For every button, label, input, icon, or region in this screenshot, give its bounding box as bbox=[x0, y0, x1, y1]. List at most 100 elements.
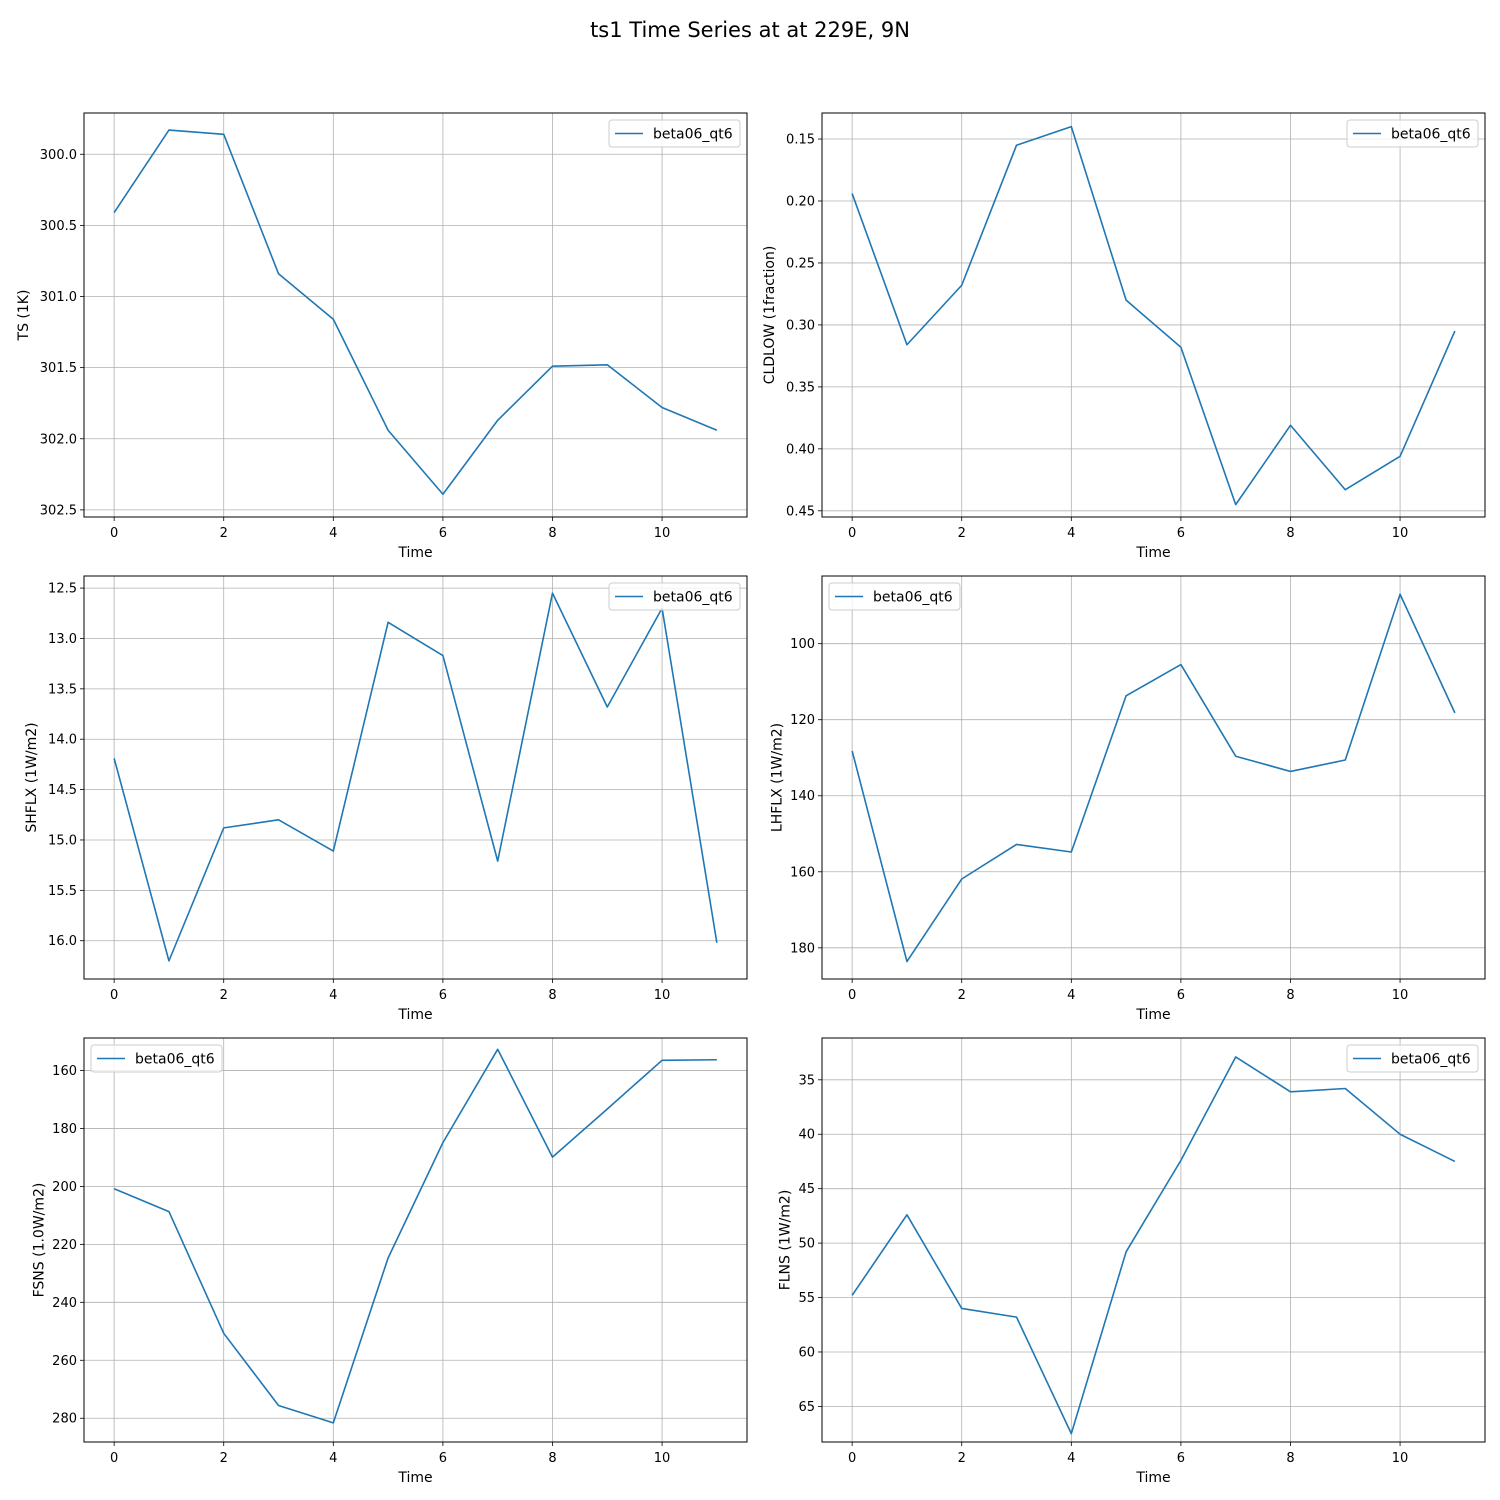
legend-box bbox=[608, 119, 741, 148]
x-tick-label: 8 bbox=[1286, 526, 1294, 541]
y-tick-label: 280 bbox=[52, 1412, 77, 1427]
series-line-flns bbox=[851, 1056, 1456, 1435]
legend-label: beta06_qt6 bbox=[135, 1052, 215, 1068]
series-line-ts bbox=[113, 129, 718, 496]
axes-frame-lhflx bbox=[821, 575, 1486, 980]
x-tick-label: 2 bbox=[220, 1451, 228, 1466]
y-tick-label: 0.40 bbox=[786, 442, 815, 457]
y-axis-label: FSNS (1.0W/m2) bbox=[32, 1183, 48, 1298]
x-tick-label: 0 bbox=[110, 526, 118, 541]
x-axis-label: Time bbox=[1135, 1007, 1170, 1023]
y-axis-label: SHFLX (1W/m2) bbox=[24, 722, 40, 832]
x-tick-label: 10 bbox=[1392, 526, 1409, 541]
series-line-cldlow bbox=[851, 125, 1456, 506]
x-tick-label: 0 bbox=[848, 988, 856, 1003]
legend-ts: beta06_qt6 bbox=[608, 119, 741, 148]
y-tick-label: 180 bbox=[52, 1122, 77, 1137]
x-tick-label: 10 bbox=[1392, 988, 1409, 1003]
x-tick-label: 2 bbox=[958, 526, 966, 541]
y-tick-label: 160 bbox=[790, 865, 815, 880]
subplot-shflx: 0 2 4 6 8 10 12.5 13.0 13.5 14.0 14.5 15.0 15.5 16.0 T… bbox=[24, 575, 748, 1023]
legend-box bbox=[828, 582, 961, 611]
subplot-cldlow: 0 2 4 6 8 10 0.15 0.20 0.25 0.30 0.35 0.40 0.45 Time C… bbox=[762, 112, 1486, 561]
y-tick-label: 15.0 bbox=[48, 833, 77, 848]
y-axis-label: CLDLOW (1fraction) bbox=[762, 246, 778, 385]
legend-lhflx: beta06_qt6 bbox=[828, 582, 961, 611]
y-tick-label: 55 bbox=[798, 1291, 815, 1306]
series-line-lhflx bbox=[851, 593, 1456, 963]
y-tick-label: 13.5 bbox=[48, 682, 77, 697]
x-tick-label: 8 bbox=[548, 1451, 556, 1466]
y-tick-label: 120 bbox=[790, 713, 815, 728]
y-tick-label: 100 bbox=[790, 637, 815, 652]
x-axis-label: Time bbox=[1135, 545, 1170, 561]
y-tick-label: 12.5 bbox=[48, 582, 77, 597]
x-tick-label: 8 bbox=[1286, 988, 1294, 1003]
subplot-ts: 0 2 4 6 8 10 300.0 300.5 301.0 301.5 302.0 302.5 Tim… bbox=[16, 112, 748, 561]
axes-frame-ts bbox=[83, 112, 748, 518]
y-tick-label: 0.20 bbox=[786, 194, 815, 209]
legend-label: beta06_qt6 bbox=[873, 590, 953, 606]
y-tick-label: 0.30 bbox=[786, 318, 815, 333]
y-tick-label: 65 bbox=[798, 1400, 815, 1415]
legend-label: beta06_qt6 bbox=[653, 590, 733, 606]
y-tick-label: 240 bbox=[52, 1296, 77, 1311]
y-tick-label: 200 bbox=[52, 1180, 77, 1195]
y-axis-label: FLNS (1W/m2) bbox=[777, 1190, 793, 1291]
y-tick-label: 140 bbox=[790, 789, 815, 804]
series-line-shflx bbox=[113, 592, 718, 962]
legend-cldlow: beta06_qt6 bbox=[1346, 119, 1479, 148]
x-axis-label: Time bbox=[397, 545, 432, 561]
axes-frame-cldlow bbox=[821, 112, 1486, 518]
x-tick-label: 6 bbox=[439, 988, 447, 1003]
x-tick-label: 8 bbox=[548, 526, 556, 541]
subplot-flns: 0 2 4 6 8 10 35 40 45 50 55 60 65 Time FLNS (1W/m2) bet… bbox=[777, 1037, 1486, 1486]
y-tick-label: 15.5 bbox=[48, 884, 77, 899]
x-axis-label: Time bbox=[1135, 1470, 1170, 1486]
x-tick-label: 0 bbox=[110, 1451, 118, 1466]
x-tick-label: 4 bbox=[1067, 988, 1075, 1003]
y-tick-label: 260 bbox=[52, 1354, 77, 1369]
x-tick-label: 2 bbox=[220, 526, 228, 541]
y-tick-label: 300.0 bbox=[40, 148, 77, 163]
x-axis-label: Time bbox=[397, 1007, 432, 1023]
x-tick-label: 4 bbox=[1067, 1451, 1075, 1466]
x-tick-label: 4 bbox=[329, 988, 337, 1003]
subplot-fsns: 0 2 4 6 8 10 160 180 200 220 240 260 280 Time FSNS (1.… bbox=[32, 1037, 748, 1486]
y-tick-label: 0.45 bbox=[786, 504, 815, 519]
x-tick-label: 0 bbox=[110, 988, 118, 1003]
y-tick-label: 220 bbox=[52, 1238, 77, 1253]
x-tick-label: 0 bbox=[848, 526, 856, 541]
x-tick-label: 6 bbox=[1177, 988, 1185, 1003]
y-tick-label: 301.0 bbox=[40, 290, 77, 305]
y-tick-label: 302.5 bbox=[40, 503, 77, 518]
legend-label: beta06_qt6 bbox=[653, 127, 733, 143]
y-tick-label: 40 bbox=[798, 1128, 815, 1143]
x-tick-label: 4 bbox=[329, 526, 337, 541]
x-tick-label: 2 bbox=[958, 1451, 966, 1466]
subplot-lhflx: 0 2 4 6 8 10 100 120 140 160 180 Time LHFLX (1W/m2) b… bbox=[770, 575, 1486, 1023]
x-tick-label: 2 bbox=[220, 988, 228, 1003]
y-tick-label: 0.35 bbox=[786, 380, 815, 395]
y-tick-label: 300.5 bbox=[40, 219, 77, 234]
x-tick-label: 8 bbox=[1286, 1451, 1294, 1466]
x-tick-label: 10 bbox=[1392, 1451, 1409, 1466]
legend-flns: beta06_qt6 bbox=[1346, 1044, 1479, 1073]
y-axis-label: LHFLX (1W/m2) bbox=[770, 723, 786, 832]
legend-fsns: beta06_qt6 bbox=[90, 1044, 223, 1073]
y-tick-label: 14.0 bbox=[48, 733, 77, 748]
y-axis-label: TS (1K) bbox=[16, 290, 32, 342]
y-tick-label: 302.0 bbox=[40, 432, 77, 447]
axes-frame-shflx bbox=[83, 575, 748, 980]
legend-box bbox=[608, 582, 741, 611]
figure-suptitle: ts1 Time Series at at 229E, 9N bbox=[590, 18, 910, 42]
y-tick-label: 60 bbox=[798, 1345, 815, 1360]
x-tick-label: 10 bbox=[654, 1451, 671, 1466]
x-tick-label: 6 bbox=[1177, 526, 1185, 541]
legend-shflx: beta06_qt6 bbox=[608, 582, 741, 611]
axes-frame-fsns bbox=[83, 1037, 748, 1443]
series-line-fsns bbox=[113, 1048, 717, 1424]
y-tick-label: 0.15 bbox=[786, 133, 815, 148]
y-tick-label: 50 bbox=[798, 1237, 815, 1252]
